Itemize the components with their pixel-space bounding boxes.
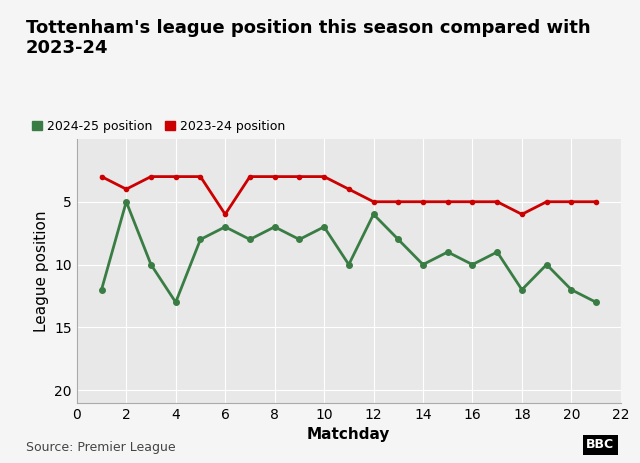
- Y-axis label: League position: League position: [34, 210, 49, 332]
- Text: Source: Premier League: Source: Premier League: [26, 441, 175, 454]
- Legend: 2024-25 position, 2023-24 position: 2024-25 position, 2023-24 position: [32, 119, 285, 133]
- Text: BBC: BBC: [586, 438, 614, 451]
- X-axis label: Matchday: Matchday: [307, 427, 390, 442]
- Text: Tottenham's league position this season compared with
2023-24: Tottenham's league position this season …: [26, 19, 590, 57]
